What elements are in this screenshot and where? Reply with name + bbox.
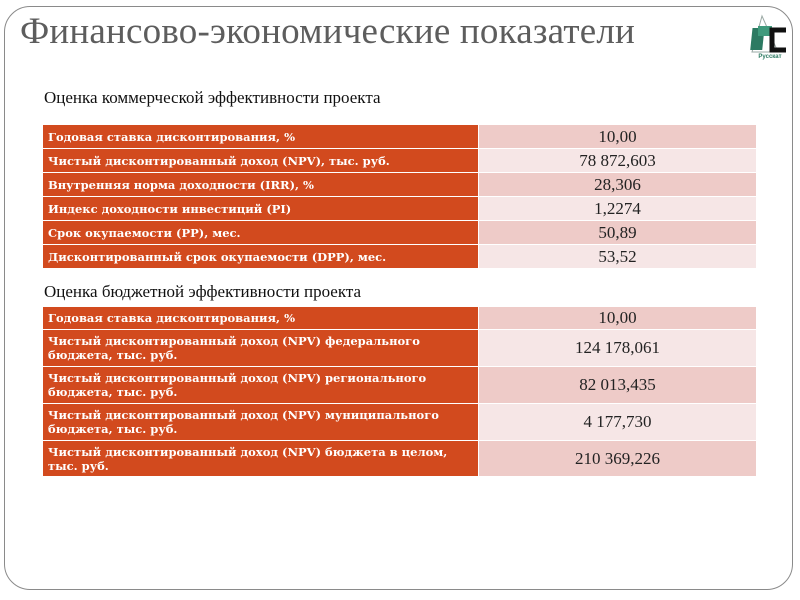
- row-label: Чистый дисконтированный доход (NPV), тыс…: [43, 149, 479, 172]
- table-row: Индекс доходности инвестиций (PI) 1,2274: [43, 197, 756, 221]
- commercial-section-heading: Оценка коммерческой эффективности проект…: [44, 88, 381, 107]
- row-label: Внутренняя норма доходности (IRR), %: [43, 173, 479, 196]
- logo-caption: Русскат: [758, 54, 782, 60]
- row-value: 50,89: [479, 221, 756, 244]
- row-value: 4 177,730: [479, 404, 756, 440]
- table-row: Чистый дисконтированный доход (NPV) реги…: [43, 367, 756, 404]
- row-label: Годовая ставка дисконтирования, %: [43, 307, 479, 329]
- table-row: Дисконтированный срок окупаемости (DPP),…: [43, 245, 756, 269]
- row-value: 1,2274: [479, 197, 756, 220]
- table-row: Чистый дисконтированный доход (NPV) феде…: [43, 330, 756, 367]
- row-label: Годовая ставка дисконтирования, %: [43, 125, 479, 148]
- row-value: 10,00: [479, 307, 756, 329]
- row-label: Чистый дисконтированный доход (NPV) муни…: [43, 404, 479, 440]
- commercial-table: Годовая ставка дисконтирования, % 10,00 …: [43, 125, 756, 269]
- row-value: 78 872,603: [479, 149, 756, 172]
- row-value: 53,52: [479, 245, 756, 268]
- table-row: Чистый дисконтированный доход (NPV) бюдж…: [43, 441, 756, 477]
- row-label: Чистый дисконтированный доход (NPV) феде…: [43, 330, 479, 366]
- row-value: 82 013,435: [479, 367, 756, 403]
- row-label: Чистый дисконтированный доход (NPV) бюдж…: [43, 441, 479, 476]
- table-row: Срок окупаемости (PP), мес. 50,89: [43, 221, 756, 245]
- table-row: Годовая ставка дисконтирования, % 10,00: [43, 307, 756, 330]
- table-row: Чистый дисконтированный доход (NPV) муни…: [43, 404, 756, 441]
- row-label: Индекс доходности инвестиций (PI): [43, 197, 479, 220]
- slide-frame: [4, 6, 793, 590]
- table-row: Годовая ставка дисконтирования, % 10,00: [43, 125, 756, 149]
- budget-section-heading: Оценка бюджетной эффективности проекта: [44, 282, 362, 301]
- row-label: Чистый дисконтированный доход (NPV) реги…: [43, 367, 479, 403]
- table-row: Чистый дисконтированный доход (NPV), тыс…: [43, 149, 756, 173]
- row-label: Дисконтированный срок окупаемости (DPP),…: [43, 245, 479, 268]
- row-value: 10,00: [479, 125, 756, 148]
- ruskat-logo-icon: Русскат: [748, 14, 792, 66]
- row-value: 124 178,061: [479, 330, 756, 366]
- row-value: 28,306: [479, 173, 756, 196]
- budget-table: Годовая ставка дисконтирования, % 10,00 …: [43, 307, 756, 477]
- row-label: Срок окупаемости (PP), мес.: [43, 221, 479, 244]
- slide-title: Финансово-экономические показатели: [20, 11, 636, 52]
- table-row: Внутренняя норма доходности (IRR), % 28,…: [43, 173, 756, 197]
- row-value: 210 369,226: [479, 441, 756, 476]
